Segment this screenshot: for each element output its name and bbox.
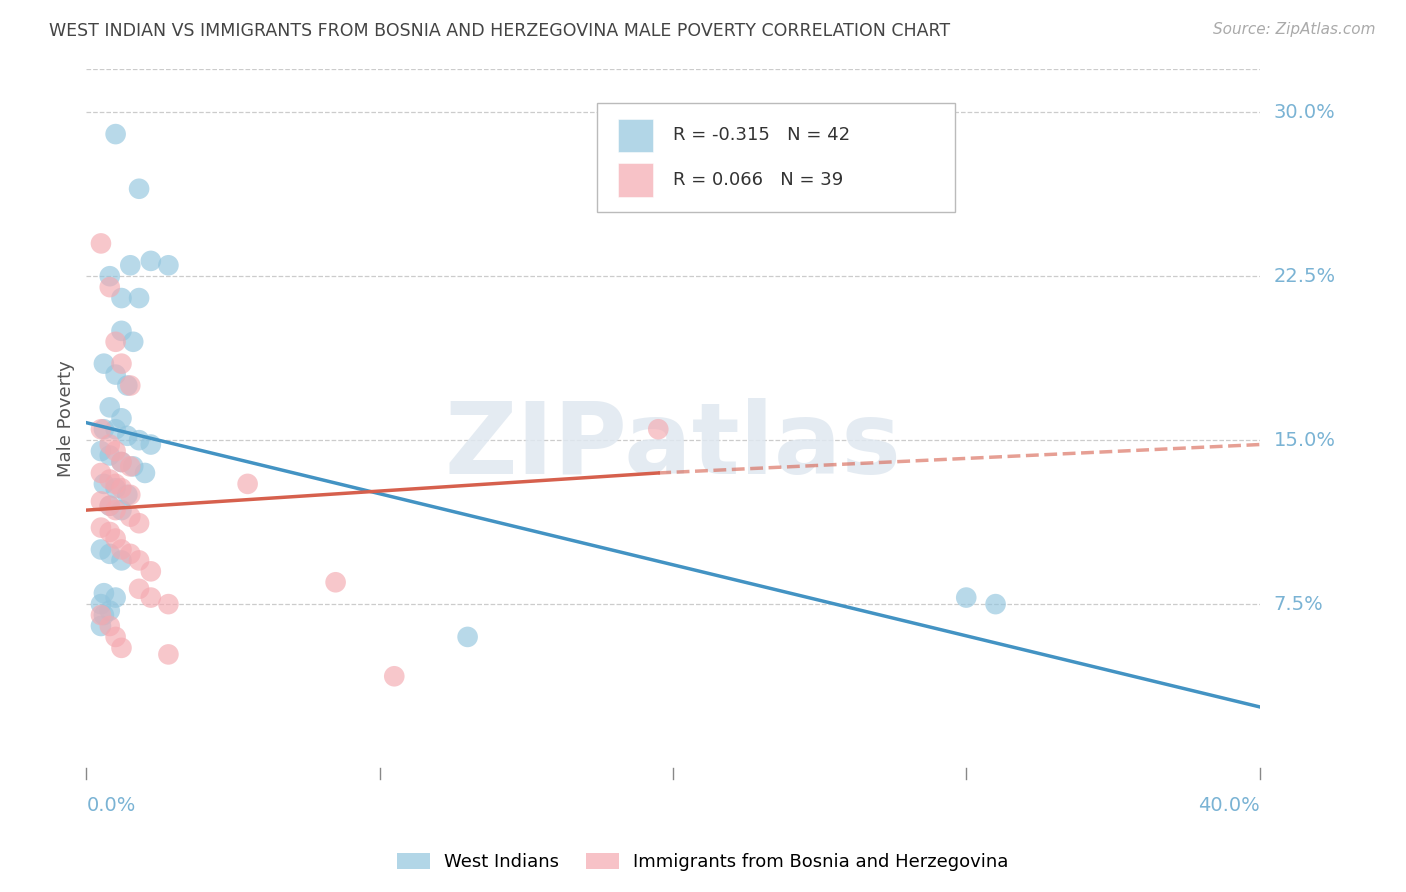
Point xyxy=(90,422,112,436)
Point xyxy=(110,291,132,305)
Point xyxy=(90,608,112,623)
Point xyxy=(104,532,127,546)
Point xyxy=(90,597,112,611)
Point xyxy=(104,503,127,517)
Text: Source: ZipAtlas.com: Source: ZipAtlas.com xyxy=(1212,22,1375,37)
Point xyxy=(139,565,162,579)
Point xyxy=(90,236,112,251)
Point xyxy=(90,542,112,557)
Point xyxy=(93,476,115,491)
Point xyxy=(110,481,132,495)
Point xyxy=(457,630,479,644)
Point xyxy=(128,582,150,596)
Point xyxy=(647,422,669,436)
Legend: West Indians, Immigrants from Bosnia and Herzegovina: West Indians, Immigrants from Bosnia and… xyxy=(389,846,1017,879)
Point xyxy=(104,127,127,141)
Point xyxy=(120,509,142,524)
Point xyxy=(122,459,145,474)
Point xyxy=(98,547,121,561)
FancyBboxPatch shape xyxy=(617,119,652,153)
Point xyxy=(122,334,145,349)
Point xyxy=(110,503,132,517)
Text: 30.0%: 30.0% xyxy=(1274,103,1336,121)
Point xyxy=(90,466,112,480)
Point xyxy=(90,444,112,458)
Point xyxy=(98,604,121,618)
Point xyxy=(104,444,127,458)
Point xyxy=(139,253,162,268)
Point xyxy=(120,488,142,502)
Point xyxy=(110,324,132,338)
Point xyxy=(128,182,150,196)
Point xyxy=(104,591,127,605)
Point xyxy=(104,476,127,491)
Y-axis label: Male Poverty: Male Poverty xyxy=(58,360,75,476)
Point xyxy=(98,280,121,294)
Point xyxy=(93,608,115,623)
Text: 0.0%: 0.0% xyxy=(86,796,135,815)
Point xyxy=(236,476,259,491)
Point xyxy=(90,619,112,633)
Point xyxy=(120,459,142,474)
Point xyxy=(139,437,162,451)
Point xyxy=(120,378,142,392)
Point xyxy=(128,516,150,531)
Point xyxy=(117,488,139,502)
Point xyxy=(117,378,139,392)
Point xyxy=(98,449,121,463)
Point xyxy=(93,586,115,600)
Point xyxy=(110,542,132,557)
Text: 40.0%: 40.0% xyxy=(1198,796,1260,815)
Point xyxy=(110,553,132,567)
Point xyxy=(128,433,150,447)
Point xyxy=(98,499,121,513)
Point xyxy=(325,575,347,590)
Point xyxy=(90,494,112,508)
Point xyxy=(104,422,127,436)
Text: 15.0%: 15.0% xyxy=(1274,431,1336,450)
Point xyxy=(93,357,115,371)
Point xyxy=(98,473,121,487)
Point xyxy=(128,291,150,305)
Point xyxy=(110,455,132,469)
Point xyxy=(955,591,977,605)
Point xyxy=(104,334,127,349)
Point xyxy=(104,630,127,644)
Point xyxy=(98,269,121,284)
Point xyxy=(98,499,121,513)
Point xyxy=(128,553,150,567)
Point xyxy=(382,669,405,683)
Point xyxy=(90,520,112,534)
Text: 7.5%: 7.5% xyxy=(1274,595,1323,614)
Text: R = -0.315   N = 42: R = -0.315 N = 42 xyxy=(673,126,851,144)
Point xyxy=(110,411,132,425)
Point xyxy=(157,648,180,662)
Point xyxy=(110,357,132,371)
Text: 22.5%: 22.5% xyxy=(1274,267,1336,285)
Point xyxy=(157,258,180,272)
Point xyxy=(117,429,139,443)
Point xyxy=(134,466,156,480)
Point xyxy=(110,455,132,469)
Point xyxy=(98,619,121,633)
Point xyxy=(98,437,121,451)
Text: ZIPatlas: ZIPatlas xyxy=(444,398,901,495)
FancyBboxPatch shape xyxy=(617,163,652,196)
Point xyxy=(110,640,132,655)
Point xyxy=(157,597,180,611)
Point xyxy=(120,258,142,272)
Point xyxy=(984,597,1007,611)
Point xyxy=(93,422,115,436)
Point xyxy=(139,591,162,605)
FancyBboxPatch shape xyxy=(596,103,955,212)
Text: R = 0.066   N = 39: R = 0.066 N = 39 xyxy=(673,170,844,189)
Point xyxy=(104,481,127,495)
Text: WEST INDIAN VS IMMIGRANTS FROM BOSNIA AND HERZEGOVINA MALE POVERTY CORRELATION C: WEST INDIAN VS IMMIGRANTS FROM BOSNIA AN… xyxy=(49,22,950,40)
Point xyxy=(98,524,121,539)
Point xyxy=(120,547,142,561)
Point xyxy=(104,368,127,382)
Point xyxy=(98,401,121,415)
